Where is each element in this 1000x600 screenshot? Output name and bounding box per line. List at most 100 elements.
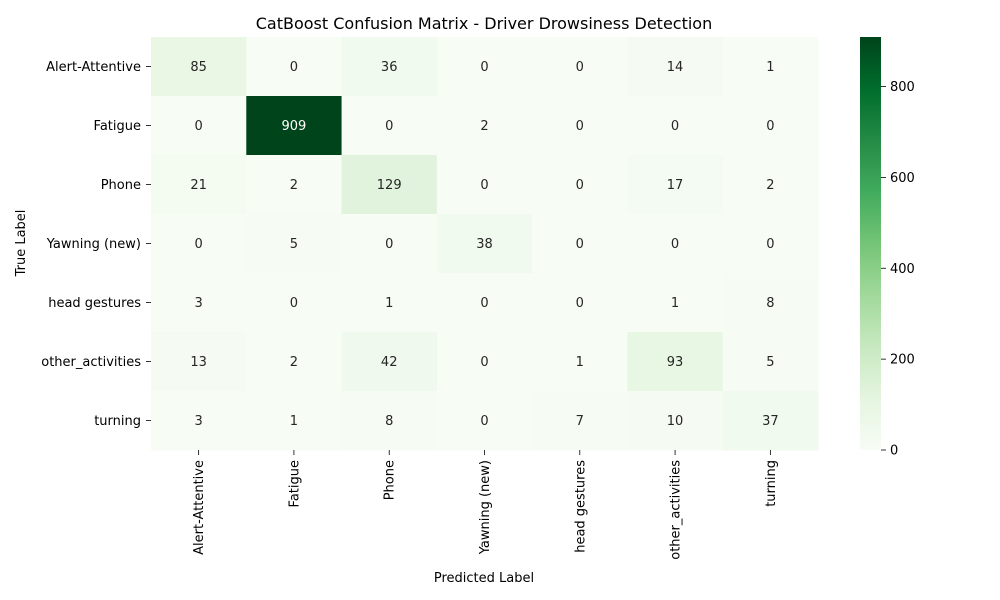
cell-value-label: 36 <box>381 60 398 75</box>
heatmap-cell <box>627 332 724 392</box>
heatmap-cell <box>722 332 819 392</box>
heatmap-cell <box>151 96 247 156</box>
cell-value-label: 0 <box>290 296 298 311</box>
heatmap-cell <box>341 273 438 333</box>
cell-value-label: 8 <box>766 296 774 311</box>
heatmap-cell <box>341 214 438 274</box>
heatmap-cell <box>436 332 533 392</box>
y-tick-label: Yawning (new) <box>46 237 141 252</box>
x-tick-label: turning <box>764 460 779 507</box>
heatmap-cell <box>151 332 247 392</box>
cell-value-label: 0 <box>576 119 584 134</box>
cell-value-label: 0 <box>385 237 393 252</box>
x-tick-label: other_activities <box>669 460 684 560</box>
cell-value-label: 85 <box>190 60 207 75</box>
heatmap-cell <box>722 273 819 333</box>
y-tick-label: head gestures <box>48 296 141 311</box>
cell-value-label: 37 <box>762 414 779 429</box>
heatmap-cell <box>246 37 343 97</box>
heatmap-cell <box>627 391 724 451</box>
heatmap-cell <box>722 391 819 451</box>
heatmap-cell <box>246 96 343 156</box>
cell-value-label: 2 <box>290 355 298 370</box>
cell-value-label: 13 <box>190 355 207 370</box>
cell-value-label: 14 <box>667 60 684 75</box>
heatmap-cell <box>436 273 533 333</box>
y-tick-label: turning <box>94 414 141 429</box>
x-tick-label: Alert-Attentive <box>192 460 207 555</box>
heatmap-cell <box>341 37 438 97</box>
cell-value-label: 0 <box>480 355 488 370</box>
cell-value-label: 0 <box>480 414 488 429</box>
cell-value-label: 1 <box>671 296 679 311</box>
heatmap-cell <box>532 214 628 274</box>
cell-value-label: 1 <box>766 60 774 75</box>
cell-value-label: 7 <box>576 414 584 429</box>
heatmap-cell <box>341 332 438 392</box>
heatmap-cell <box>436 96 533 156</box>
x-tick-labels: Alert-Attentive Fatigue Phone Yawning (new)… <box>192 450 779 560</box>
heatmap-cell <box>627 214 724 274</box>
heatmap-cell <box>722 214 819 274</box>
heatmap-cell <box>246 391 343 451</box>
heatmap-cell <box>532 37 628 97</box>
chart-title: CatBoost Confusion Matrix - Driver Drows… <box>256 14 712 33</box>
colorbar <box>860 37 881 450</box>
cell-value-label: 2 <box>290 178 298 193</box>
heatmap-cell <box>627 96 724 156</box>
colorbar-tick-label: 0 <box>890 444 898 459</box>
y-tick-labels: Alert-Attentive Fatigue Phone Yawning (new)… <box>41 60 151 429</box>
heatmap-cell <box>151 214 247 274</box>
y-tick-label: Phone <box>101 178 141 193</box>
x-tick-label: Fatigue <box>287 460 302 507</box>
cell-value-label: 0 <box>766 119 774 134</box>
heatmap-cell <box>722 155 819 215</box>
heatmap-cell <box>532 332 628 392</box>
heatmap-cell <box>341 96 438 156</box>
cell-value-label: 38 <box>476 237 493 252</box>
heatmap-cell <box>627 273 724 333</box>
heatmap-cell <box>341 391 438 451</box>
y-axis-label: True Label <box>14 210 29 278</box>
heatmap-cell <box>532 391 628 451</box>
cell-value-label: 0 <box>576 237 584 252</box>
cell-value-label: 0 <box>576 178 584 193</box>
y-tick-label: Fatigue <box>94 119 141 134</box>
x-tick-label: Yawning (new) <box>478 460 493 555</box>
heatmap-cell <box>246 273 343 333</box>
y-tick-label: Alert-Attentive <box>46 60 141 75</box>
heatmap-cell <box>627 37 724 97</box>
cell-value-label: 5 <box>766 355 774 370</box>
cell-value-label: 0 <box>766 237 774 252</box>
cell-value-label: 3 <box>194 296 202 311</box>
cell-value-label: 2 <box>480 119 488 134</box>
heatmap-cell <box>246 214 343 274</box>
cell-value-label: 0 <box>480 60 488 75</box>
heatmap-cell <box>246 155 343 215</box>
cell-value-label: 129 <box>377 178 402 193</box>
cell-value-label: 0 <box>671 119 679 134</box>
cell-value-label: 0 <box>385 119 393 134</box>
cell-value-label: 0 <box>480 296 488 311</box>
heatmap-cell <box>436 391 533 451</box>
heatmap-cell <box>151 273 247 333</box>
cell-value-label: 21 <box>190 178 207 193</box>
x-tick-label: head gestures <box>573 460 588 553</box>
heatmap-cell <box>436 37 533 97</box>
heatmap-cell <box>532 96 628 156</box>
heatmap-cell <box>722 37 819 97</box>
heatmap-cell <box>532 155 628 215</box>
heatmap-cell <box>151 37 247 97</box>
colorbar-tick-label: 600 <box>890 171 915 186</box>
cell-value-label: 0 <box>671 237 679 252</box>
cell-value-label: 17 <box>667 178 684 193</box>
cell-value-label: 10 <box>667 414 684 429</box>
colorbar-tick-label: 400 <box>890 262 915 277</box>
cell-value-label: 42 <box>381 355 398 370</box>
cell-value-label: 5 <box>290 237 298 252</box>
cell-value-label: 1 <box>290 414 298 429</box>
cell-value-label: 1 <box>576 355 584 370</box>
cell-value-label: 8 <box>385 414 393 429</box>
cell-value-label: 2 <box>766 178 774 193</box>
cell-value-label: 0 <box>290 60 298 75</box>
